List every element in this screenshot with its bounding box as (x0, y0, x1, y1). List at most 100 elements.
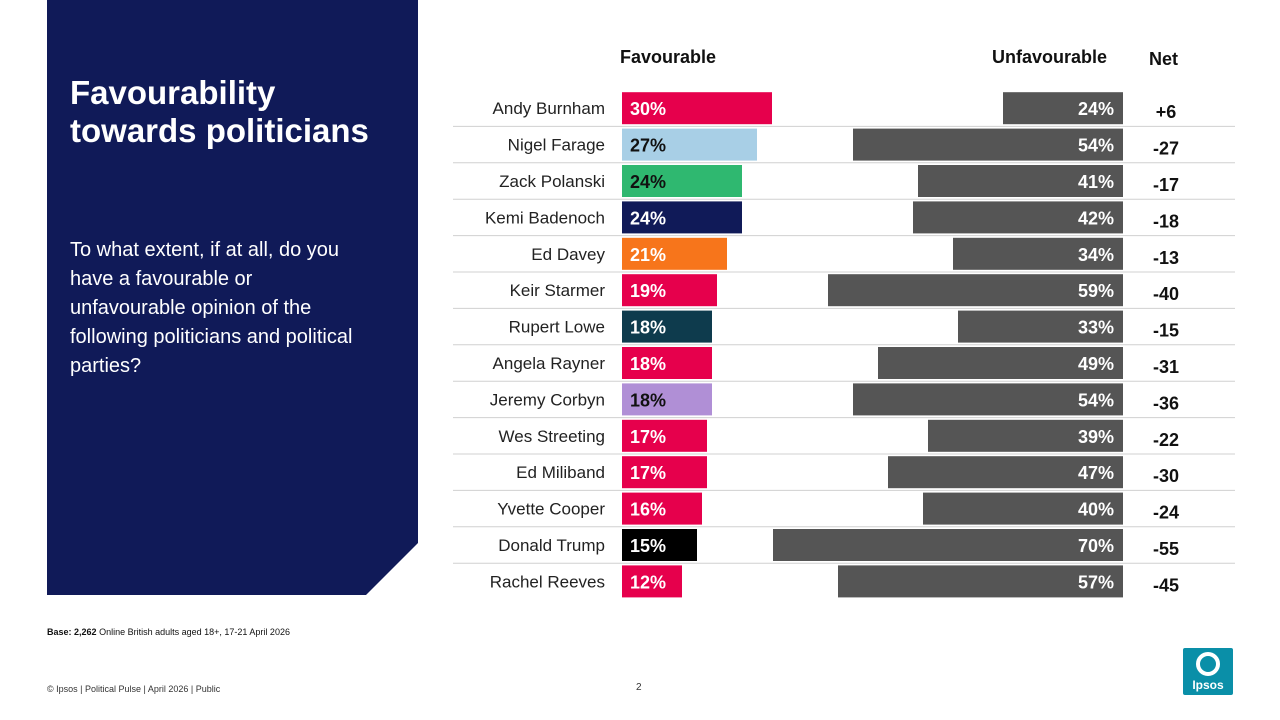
favourable-value-label: 19% (630, 281, 666, 301)
unfavourable-value-label: 41% (1078, 172, 1114, 192)
favourable-value-label: 24% (630, 208, 666, 228)
unfavourable-bar (828, 274, 1123, 307)
net-value-label: +6 (1156, 102, 1177, 122)
net-value-label: -55 (1153, 539, 1179, 559)
category-label: Ed Davey (531, 245, 605, 264)
unfavourable-value-label: 42% (1078, 208, 1114, 228)
logo-ring-icon (1196, 652, 1220, 676)
net-value-label: -45 (1153, 575, 1179, 595)
net-value-label: -30 (1153, 466, 1179, 486)
unfavourable-bar (878, 347, 1123, 379)
favourable-bar (622, 92, 772, 125)
unfavourable-bar (913, 201, 1123, 234)
favourable-value-label: 18% (630, 390, 666, 410)
favourable-value-label: 17% (630, 463, 666, 483)
category-label: Rupert Lowe (509, 318, 605, 337)
unfavourable-bar (953, 237, 1123, 270)
favourable-bar (622, 565, 682, 598)
favourable-value-label: 15% (630, 536, 666, 556)
unfavourable-header: Unfavourable (992, 47, 1108, 67)
category-label: Keir Starmer (510, 281, 606, 300)
unfavourable-value-label: 47% (1078, 463, 1114, 483)
page-title: Favourability towards politicians (70, 74, 369, 149)
net-value-label: -36 (1153, 393, 1179, 413)
category-label: Ed Miliband (516, 463, 605, 482)
unfavourable-bar (853, 128, 1123, 161)
unfavourable-value-label: 40% (1078, 500, 1114, 520)
net-value-label: -13 (1153, 248, 1179, 268)
category-label: Yvette Cooper (497, 500, 605, 519)
favourable-bar (622, 201, 742, 234)
base-footnote: Base: 2,262 Online British adults aged 1… (47, 627, 290, 637)
category-label: Wes Streeting (499, 427, 605, 446)
favourable-bar (622, 456, 707, 489)
page-number: 2 (636, 682, 642, 693)
favourable-value-label: 16% (630, 500, 666, 520)
category-label: Donald Trump (498, 536, 605, 555)
net-value-label: -17 (1153, 175, 1179, 195)
favourable-bar (622, 310, 712, 343)
favourable-bar (622, 419, 707, 452)
unfavourable-bar (838, 565, 1123, 598)
net-value-label: -24 (1153, 503, 1179, 523)
unfavourable-bar (773, 529, 1123, 561)
favourable-bar (622, 237, 727, 270)
unfavourable-bar (1003, 92, 1123, 125)
base-label: Base: (47, 627, 72, 637)
unfavourable-bar (923, 492, 1123, 525)
unfavourable-value-label: 54% (1078, 136, 1114, 156)
favourable-bar (622, 492, 702, 525)
net-value-label: -18 (1153, 211, 1179, 231)
favourable-value-label: 18% (630, 318, 666, 338)
favourable-bar (622, 383, 712, 416)
net-header: Net (1149, 49, 1179, 69)
category-label: Rachel Reeves (490, 572, 605, 591)
category-label: Zack Polanski (499, 172, 605, 191)
favourable-bar (622, 165, 742, 197)
unfavourable-value-label: 34% (1078, 245, 1114, 265)
unfavourable-value-label: 59% (1078, 281, 1114, 301)
favourable-bar (622, 128, 757, 161)
ipsos-logo: Ipsos (1183, 648, 1233, 695)
survey-question: To what extent, if at all, do you have a… (70, 239, 353, 377)
favourable-value-label: 24% (630, 172, 666, 192)
net-value-label: -27 (1153, 139, 1179, 159)
favourable-value-label: 30% (630, 99, 666, 119)
unfavourable-bar (958, 310, 1123, 343)
unfavourable-value-label: 39% (1078, 427, 1114, 447)
favourable-value-label: 12% (630, 572, 666, 592)
favourable-bar (622, 529, 697, 561)
title-panel: Favourability towards politicians To wha… (47, 0, 418, 595)
favourable-value-label: 18% (630, 354, 666, 374)
unfavourable-bar (928, 419, 1123, 452)
category-label: Nigel Farage (508, 136, 605, 155)
category-label: Kemi Badenoch (485, 208, 605, 227)
unfavourable-value-label: 70% (1078, 536, 1114, 556)
footer-text: © Ipsos | Political Pulse | April 2026 |… (47, 684, 221, 694)
category-label: Angela Rayner (493, 354, 606, 373)
category-label: Andy Burnham (493, 99, 605, 118)
unfavourable-value-label: 57% (1078, 572, 1114, 592)
favourability-chart: Andy Burnham 30% 24% +6 Nigel Farage 27% 54% -2… (453, 92, 1235, 598)
unfavourable-value-label: 24% (1078, 99, 1114, 119)
favourable-bar (622, 347, 712, 379)
unfavourable-bar (853, 383, 1123, 416)
favourable-value-label: 21% (630, 245, 666, 265)
net-value-label: -40 (1153, 284, 1179, 304)
favourable-value-label: 17% (630, 427, 666, 447)
unfavourable-bar (918, 165, 1123, 197)
favourable-bar (622, 274, 717, 307)
net-value-label: -31 (1153, 357, 1179, 377)
base-value: 2,262 (74, 627, 97, 637)
net-value-label: -15 (1153, 321, 1179, 341)
favourable-value-label: 27% (630, 136, 666, 156)
base-text: Online British adults aged 18+, 17-21 Ap… (99, 627, 290, 637)
favourable-header: Favourable (620, 47, 717, 67)
unfavourable-value-label: 49% (1078, 354, 1114, 374)
net-value-label: -22 (1153, 430, 1179, 450)
unfavourable-value-label: 33% (1078, 318, 1114, 338)
logo-text: Ipsos (1192, 678, 1224, 692)
category-label: Jeremy Corbyn (490, 390, 605, 409)
unfavourable-bar (888, 456, 1123, 489)
unfavourable-value-label: 54% (1078, 390, 1114, 410)
